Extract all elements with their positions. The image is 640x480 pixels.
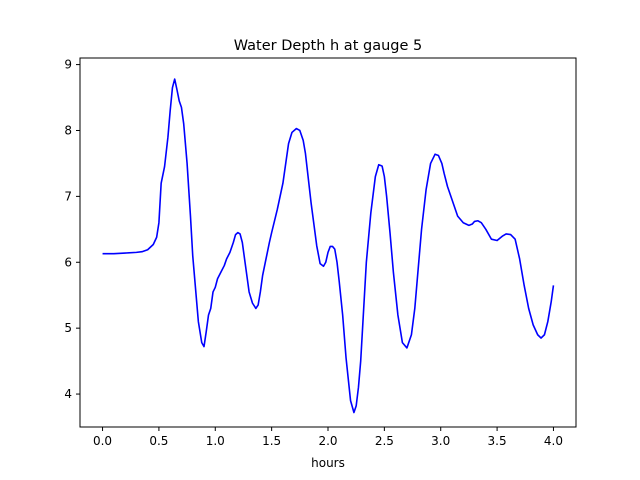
chart-title: Water Depth h at gauge 5 bbox=[234, 38, 422, 54]
x-tick-label: 3.0 bbox=[431, 434, 450, 448]
x-tick-label: 2.5 bbox=[375, 434, 394, 448]
y-tick-label: 4 bbox=[64, 387, 72, 401]
plot-area bbox=[102, 78, 555, 414]
y-tick-label: 7 bbox=[64, 189, 72, 203]
x-tick-label: 1.5 bbox=[262, 434, 281, 448]
y-tick-label: 8 bbox=[64, 123, 72, 137]
y-tick-label: 6 bbox=[64, 255, 72, 269]
x-tick-label: 2.0 bbox=[318, 434, 337, 448]
x-tick-label: 0.0 bbox=[93, 434, 112, 448]
y-tick-label: 5 bbox=[64, 321, 72, 335]
plot-frame bbox=[79, 57, 577, 428]
x-tick-label: 0.5 bbox=[149, 434, 168, 448]
y-axis: 4 5 6 7 8 9 bbox=[64, 58, 80, 401]
series-line-0 bbox=[102, 78, 555, 414]
y-tick-label: 9 bbox=[64, 58, 72, 72]
x-axis: 0.0 0.5 1.0 1.5 2.0 2.5 3.0 3.5 4.0 bbox=[93, 427, 563, 448]
x-tick-label: 4.0 bbox=[544, 434, 563, 448]
x-tick-label: 1.0 bbox=[206, 434, 225, 448]
x-tick-label: 3.5 bbox=[488, 434, 507, 448]
x-axis-label: hours bbox=[311, 456, 345, 470]
